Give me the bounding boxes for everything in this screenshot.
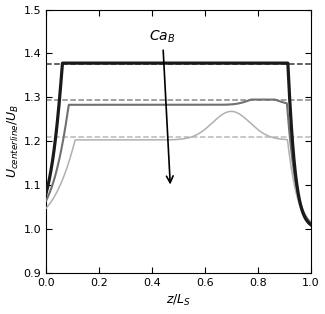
X-axis label: $z / L_S$: $z / L_S$ <box>166 293 191 308</box>
Y-axis label: $U_{centerline}/U_B$: $U_{centerline}/U_B$ <box>6 104 21 178</box>
Text: $Ca_B$: $Ca_B$ <box>149 28 176 183</box>
